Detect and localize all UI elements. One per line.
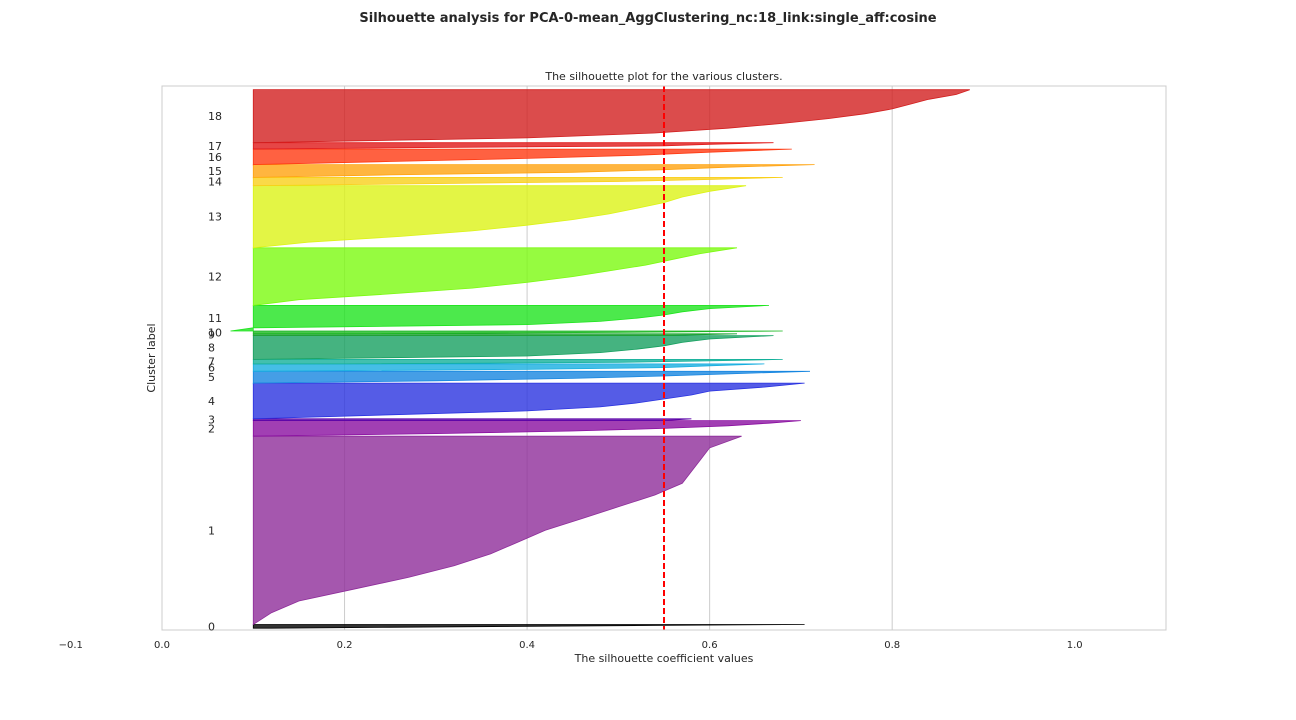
x-tick-label: 0.4 [519, 640, 535, 651]
x-tick-label: 0.2 [337, 640, 353, 651]
cluster-silhouettes [230, 89, 970, 629]
x-tick-label: 0.6 [702, 640, 718, 651]
cluster-silhouette-10 [252, 330, 783, 335]
cluster-silhouette-1 [252, 435, 742, 626]
cluster-silhouette-5 [252, 370, 811, 385]
cluster-label-9: 9 [208, 329, 215, 342]
x-tick-label: 0.0 [154, 640, 170, 651]
cluster-label-10: 10 [208, 326, 222, 339]
cluster-silhouette-8 [252, 335, 774, 360]
cluster-silhouette-15 [252, 164, 815, 179]
cluster-silhouette-7 [252, 358, 783, 365]
y-axis-label: Cluster label [145, 323, 158, 392]
cluster-silhouette-0 [252, 624, 805, 629]
figure-title: Silhouette analysis for PCA-0-mean_AggCl… [359, 11, 937, 26]
cluster-label-4: 4 [208, 395, 215, 408]
cluster-label-16: 16 [208, 151, 222, 164]
cluster-label-17: 17 [208, 140, 222, 153]
cluster-silhouette-9 [252, 333, 738, 336]
plot-frame [161, 85, 1167, 631]
cluster-silhouette-3 [252, 418, 692, 422]
cluster-label-3: 3 [208, 414, 215, 427]
cluster-silhouette-14 [252, 177, 783, 187]
cluster-label-13: 13 [208, 211, 222, 224]
cluster-silhouette-12 [252, 247, 738, 307]
cluster-silhouette-11 [230, 305, 770, 332]
cluster-label-12: 12 [208, 271, 222, 284]
cluster-silhouette-18 [252, 89, 970, 144]
cluster-silhouette-4 [252, 382, 805, 420]
x-tick-labels: −0.1 0.0 0.2 0.4 0.6 0.8 1.0 [59, 640, 1083, 651]
cluster-label-2: 2 [208, 422, 215, 435]
cluster-label-5: 5 [208, 371, 215, 384]
cluster-label-6: 6 [208, 362, 215, 375]
cluster-silhouette-16 [252, 148, 792, 166]
cluster-label-8: 8 [208, 341, 215, 354]
x-tick-label: 1.0 [1067, 640, 1083, 651]
cluster-label-14: 14 [208, 176, 222, 189]
cluster-label-11: 11 [208, 312, 222, 325]
x-axis-label: The silhouette coefficient values [574, 652, 754, 665]
x-tick-label: −0.1 [59, 640, 83, 651]
cluster-silhouette-6 [252, 363, 765, 372]
cluster-label-15: 15 [208, 165, 222, 178]
cluster-label-18: 18 [208, 110, 222, 123]
cluster-silhouette-13 [252, 185, 747, 249]
cluster-label-7: 7 [208, 356, 215, 369]
plot-title: The silhouette plot for the various clus… [544, 70, 782, 83]
cluster-silhouette-17 [252, 142, 774, 150]
x-tick-label: 0.8 [884, 640, 900, 651]
cluster-label-0: 0 [208, 620, 215, 633]
cluster-label-1: 1 [208, 524, 215, 537]
